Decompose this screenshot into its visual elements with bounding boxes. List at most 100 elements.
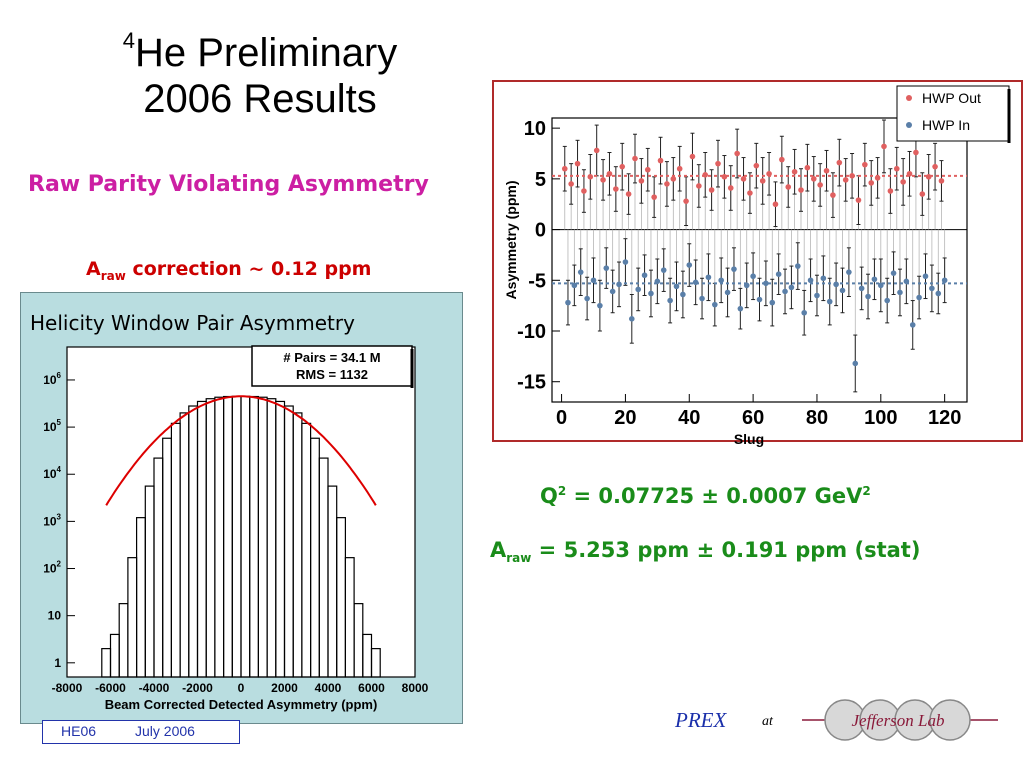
data-point xyxy=(830,192,836,198)
y-tick-label: 10 xyxy=(524,118,546,140)
x-axis-label: Beam Corrected Detected Asymmetry (ppm) xyxy=(105,697,378,712)
data-point xyxy=(613,186,619,192)
title-line-2: 2006 Results xyxy=(143,77,377,121)
title-line-1: He Preliminary xyxy=(134,31,398,75)
araw-value: = 5.253 ppm ± 0.191 ppm (stat) xyxy=(531,538,921,562)
data-point xyxy=(581,188,587,194)
data-point xyxy=(737,305,744,312)
data-point xyxy=(740,176,747,182)
data-point xyxy=(846,269,852,275)
data-point xyxy=(670,176,677,182)
data-point xyxy=(769,299,776,306)
q2-symbol: Q xyxy=(540,484,558,508)
araw-subscript: raw xyxy=(506,551,532,566)
x-tick-label: -4000 xyxy=(139,681,170,695)
logo-text: Jefferson Lab xyxy=(851,711,944,730)
data-point xyxy=(938,178,945,184)
data-point xyxy=(893,165,900,172)
data-point xyxy=(619,163,626,170)
y-axis-label: Asymmetry (ppm) xyxy=(503,180,519,299)
data-point xyxy=(584,295,590,302)
x-tick-label: -2000 xyxy=(182,681,213,695)
x-tick-label: 0 xyxy=(238,681,245,695)
x-tick-label: 40 xyxy=(678,407,700,429)
y-tick-label: 0 xyxy=(535,220,546,242)
q2-value: = 0.07725 ± 0.0007 GeV xyxy=(566,484,863,508)
data-point xyxy=(890,270,897,276)
data-point xyxy=(622,259,629,265)
data-point xyxy=(900,179,906,185)
asymmetry-chart: 0 20 40 60 80 100 120 10 5 0 -5 -10 -15 Slug Asymmetry… xyxy=(503,85,1011,447)
data-point xyxy=(782,288,788,295)
data-point xyxy=(775,271,782,277)
data-point xyxy=(823,167,830,174)
data-point xyxy=(897,289,903,296)
data-point xyxy=(705,274,712,281)
data-point xyxy=(689,153,696,160)
data-point xyxy=(779,156,785,163)
data-point xyxy=(603,265,610,271)
x-tick-label: 6000 xyxy=(358,681,385,695)
data-point xyxy=(922,273,929,280)
x-tick-label: 4000 xyxy=(315,681,342,695)
data-point xyxy=(734,150,740,157)
data-point xyxy=(836,159,843,166)
correction-subscript: raw xyxy=(100,268,126,283)
data-point xyxy=(597,302,603,309)
y-tick-label: -5 xyxy=(528,270,546,292)
data-point xyxy=(798,187,804,193)
x-tick-label: 2000 xyxy=(271,681,298,695)
data-point xyxy=(807,277,814,284)
data-point xyxy=(676,165,683,172)
data-point xyxy=(929,285,935,292)
y-tick-label: 105 xyxy=(43,418,61,434)
y-tick-label: 102 xyxy=(43,560,61,576)
stats-line: # Pairs = 34.1 M xyxy=(283,350,380,365)
data-point xyxy=(577,269,584,275)
footer-box: HE06 July 2006 xyxy=(42,720,240,744)
data-point xyxy=(842,177,849,183)
data-point xyxy=(750,273,756,280)
data-point xyxy=(667,297,673,304)
slide-title: 4He Preliminary 2006 Results xyxy=(60,30,460,122)
x-tick-label: 60 xyxy=(742,407,764,429)
data-point xyxy=(657,157,664,164)
y-tick-label: 10 xyxy=(48,609,62,623)
data-point xyxy=(724,289,731,296)
correction-text: Araw correction ~ 0.12 ppm xyxy=(86,258,371,283)
data-point xyxy=(932,163,938,170)
data-point xyxy=(660,267,667,273)
q2-result: Q2 = 0.07725 ± 0.0007 GeV2 xyxy=(540,484,871,508)
data-point xyxy=(919,191,926,197)
data-point xyxy=(759,178,766,184)
data-point xyxy=(673,283,680,290)
data-point xyxy=(855,197,862,203)
data-point xyxy=(858,285,865,292)
at-label: at xyxy=(762,714,773,729)
y-tick-label: -15 xyxy=(517,372,546,394)
data-point xyxy=(632,155,638,162)
data-point xyxy=(772,201,779,208)
data-point xyxy=(868,180,875,186)
data-point xyxy=(664,181,670,187)
title-superscript: 4 xyxy=(122,28,135,53)
q2-unit-superscript: 2 xyxy=(862,484,871,498)
y-tick-label: 106 xyxy=(43,371,61,387)
stats-box xyxy=(251,345,413,387)
x-tick-label: 20 xyxy=(614,407,636,429)
footer-conference: HE06 xyxy=(61,723,97,739)
y-tick-label: 103 xyxy=(43,512,61,528)
histogram-bar xyxy=(370,648,381,678)
araw-result: Araw = 5.253 ppm ± 0.191 ppm (stat) xyxy=(490,538,920,565)
data-point xyxy=(600,177,606,183)
data-point xyxy=(638,178,645,184)
data-point xyxy=(629,316,635,322)
data-point xyxy=(593,147,600,154)
data-point xyxy=(683,198,689,204)
legend-marker xyxy=(906,95,912,101)
x-tick-label: -6000 xyxy=(95,681,126,695)
correction-symbol: A xyxy=(86,258,101,280)
footer-date: July 2006 xyxy=(135,723,195,739)
legend-marker xyxy=(906,122,912,128)
data-point xyxy=(731,266,737,272)
